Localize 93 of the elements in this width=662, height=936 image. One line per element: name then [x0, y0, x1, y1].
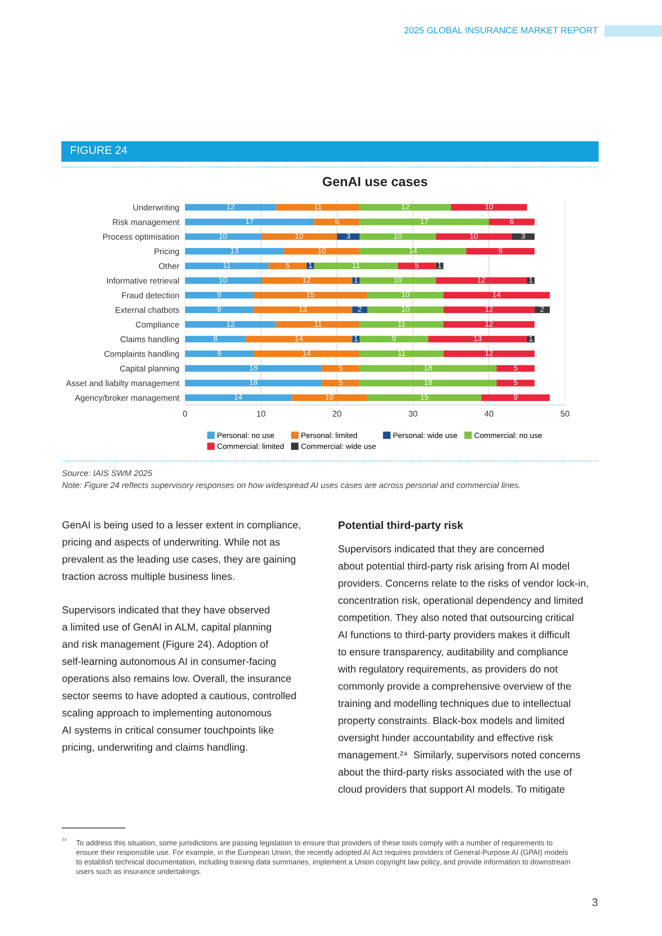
bar: [322, 365, 360, 372]
bar: [534, 306, 550, 314]
y-tick-label: Fraud detection: [122, 292, 179, 298]
bar: [443, 306, 535, 314]
bar: [185, 277, 261, 284]
bar: [253, 350, 360, 358]
bar: [185, 248, 284, 255]
y-tick-label: Compliance: [136, 321, 180, 330]
bar: [367, 306, 444, 314]
y-tick-label: Other: [159, 262, 180, 269]
bar: [512, 233, 535, 240]
bar: [322, 380, 360, 386]
bar: [360, 321, 444, 328]
bar: [284, 248, 360, 255]
bar: [436, 233, 512, 240]
bar: [253, 292, 368, 298]
bar: [185, 336, 246, 342]
text: Note: Figure 24 reflects supervisory responses on how widespread AI uses cases are across personal and commercial lines.: [62, 482, 520, 490]
bar: [185, 350, 254, 358]
bar: [291, 394, 368, 401]
bar: [360, 365, 497, 372]
bar: [337, 233, 360, 240]
caption: FIGURE 24: [70, 146, 128, 154]
bar: [443, 321, 535, 328]
bar: [352, 306, 368, 314]
bar: [185, 321, 276, 328]
bar: [253, 306, 352, 314]
bar: [185, 365, 322, 372]
y-tick-label: Pricing: [154, 248, 179, 256]
bar: [352, 277, 360, 284]
bar: [185, 306, 254, 314]
x-tick-label: 50: [560, 410, 570, 417]
bar: [185, 204, 276, 211]
bar: [466, 248, 535, 255]
x-tick-label: 20: [332, 410, 342, 417]
bar: [268, 262, 307, 270]
bar: [276, 321, 360, 328]
bar: [185, 233, 261, 240]
text: Potential third-party risk: [338, 521, 464, 532]
x-tick-label: 10: [257, 410, 266, 417]
bar: [496, 380, 535, 386]
chart-title: GenAI use cases: [322, 176, 428, 186]
bar: [451, 204, 527, 211]
bar: [360, 248, 466, 255]
x-tick-label: 0: [183, 410, 187, 417]
text: Supervisors indicated that they are concerned about potential third-party risk arising from AI model providers. Concerns relate to the risks of vendor lock-in, concentration risk, operational dependency and limited competition. They also noted that outsourcing critical AI functions to third-party providers makes it difficult to ensure transparency, auditability and compliance with regulatory requirements, as providers do not commonly provide a comprehensive overview of the training and modelling techniques due to intellectual property constraints. Black-box models and limited oversight hinder accountability and effective risk management.²⁴ Similarly, supervisors noted concerns about the third-party risks associated with the use of cloud providers that support AI models. To mitigate: [338, 545, 588, 795]
y-tick-label: Claims handling: [120, 336, 179, 344]
bar: [352, 336, 360, 342]
y-tick-label: Complaints handling: [104, 350, 179, 358]
bar: [314, 262, 398, 270]
y-tick-label: Asset and liabilty management: [66, 380, 180, 388]
bar: [443, 292, 550, 298]
y-tick-label: Process optimisation: [103, 234, 179, 242]
x-tick-label: 40: [484, 410, 494, 417]
bar: [360, 233, 436, 240]
bar: [185, 292, 254, 298]
bar: [443, 350, 535, 358]
bar: [398, 262, 436, 270]
bar: [261, 233, 337, 240]
y-tick-label: Capital planning: [120, 365, 179, 374]
bar: [185, 394, 292, 401]
bar: [185, 380, 322, 386]
bar: [360, 380, 497, 386]
y-tick-label: Informative retrieval: [107, 278, 179, 284]
bar: [360, 277, 436, 284]
bar: [185, 262, 269, 270]
text: GenAI is being used to a lesser extent in compliance, pricing and aspects of underwriting. While not as prevalent as the leading use cases, they are gaining traction across multiple business lines.: [62, 521, 300, 582]
bar: [360, 218, 489, 226]
bar: [360, 204, 451, 211]
y-tick-label: Underwriting: [133, 204, 179, 212]
text: Supervisors indicated that they have observed a limited use of GenAI in ALM, capital planning and risk management (Figure 24). Adoption of self-learning autonomous AI in consumer-facing operations also remains low. Overall, the insurance sector seems to have adopted a cautious, controlled scaling approach to implementing autonomous AI systems in critical consumer touchpoints like pricing, underwriting and claims handling.: [62, 606, 296, 753]
x-tick-label: 30: [408, 410, 418, 417]
bar: [496, 365, 535, 372]
bar: [276, 204, 360, 211]
bar: [489, 218, 535, 226]
bar: [367, 394, 482, 401]
bar: [185, 218, 314, 226]
bar: [360, 336, 428, 342]
text: 2025 GLOBAL INSURANCE MARKET REPORT: [404, 27, 598, 34]
bar: [436, 277, 527, 284]
bar: [360, 350, 444, 358]
bar: [314, 218, 360, 226]
bar: [367, 292, 444, 298]
bar: [261, 277, 352, 284]
y-tick-label: Risk management: [112, 218, 180, 227]
bar: [246, 336, 352, 342]
text: 3: [592, 898, 598, 906]
bar: [428, 336, 527, 342]
source-note: Source: IAIS SWM 2025: [62, 470, 152, 476]
bar: [481, 394, 550, 401]
y-tick-label: External chatbots: [116, 306, 180, 313]
bar: [527, 277, 535, 284]
y-tick-label: Agency/broker management: [74, 394, 180, 402]
